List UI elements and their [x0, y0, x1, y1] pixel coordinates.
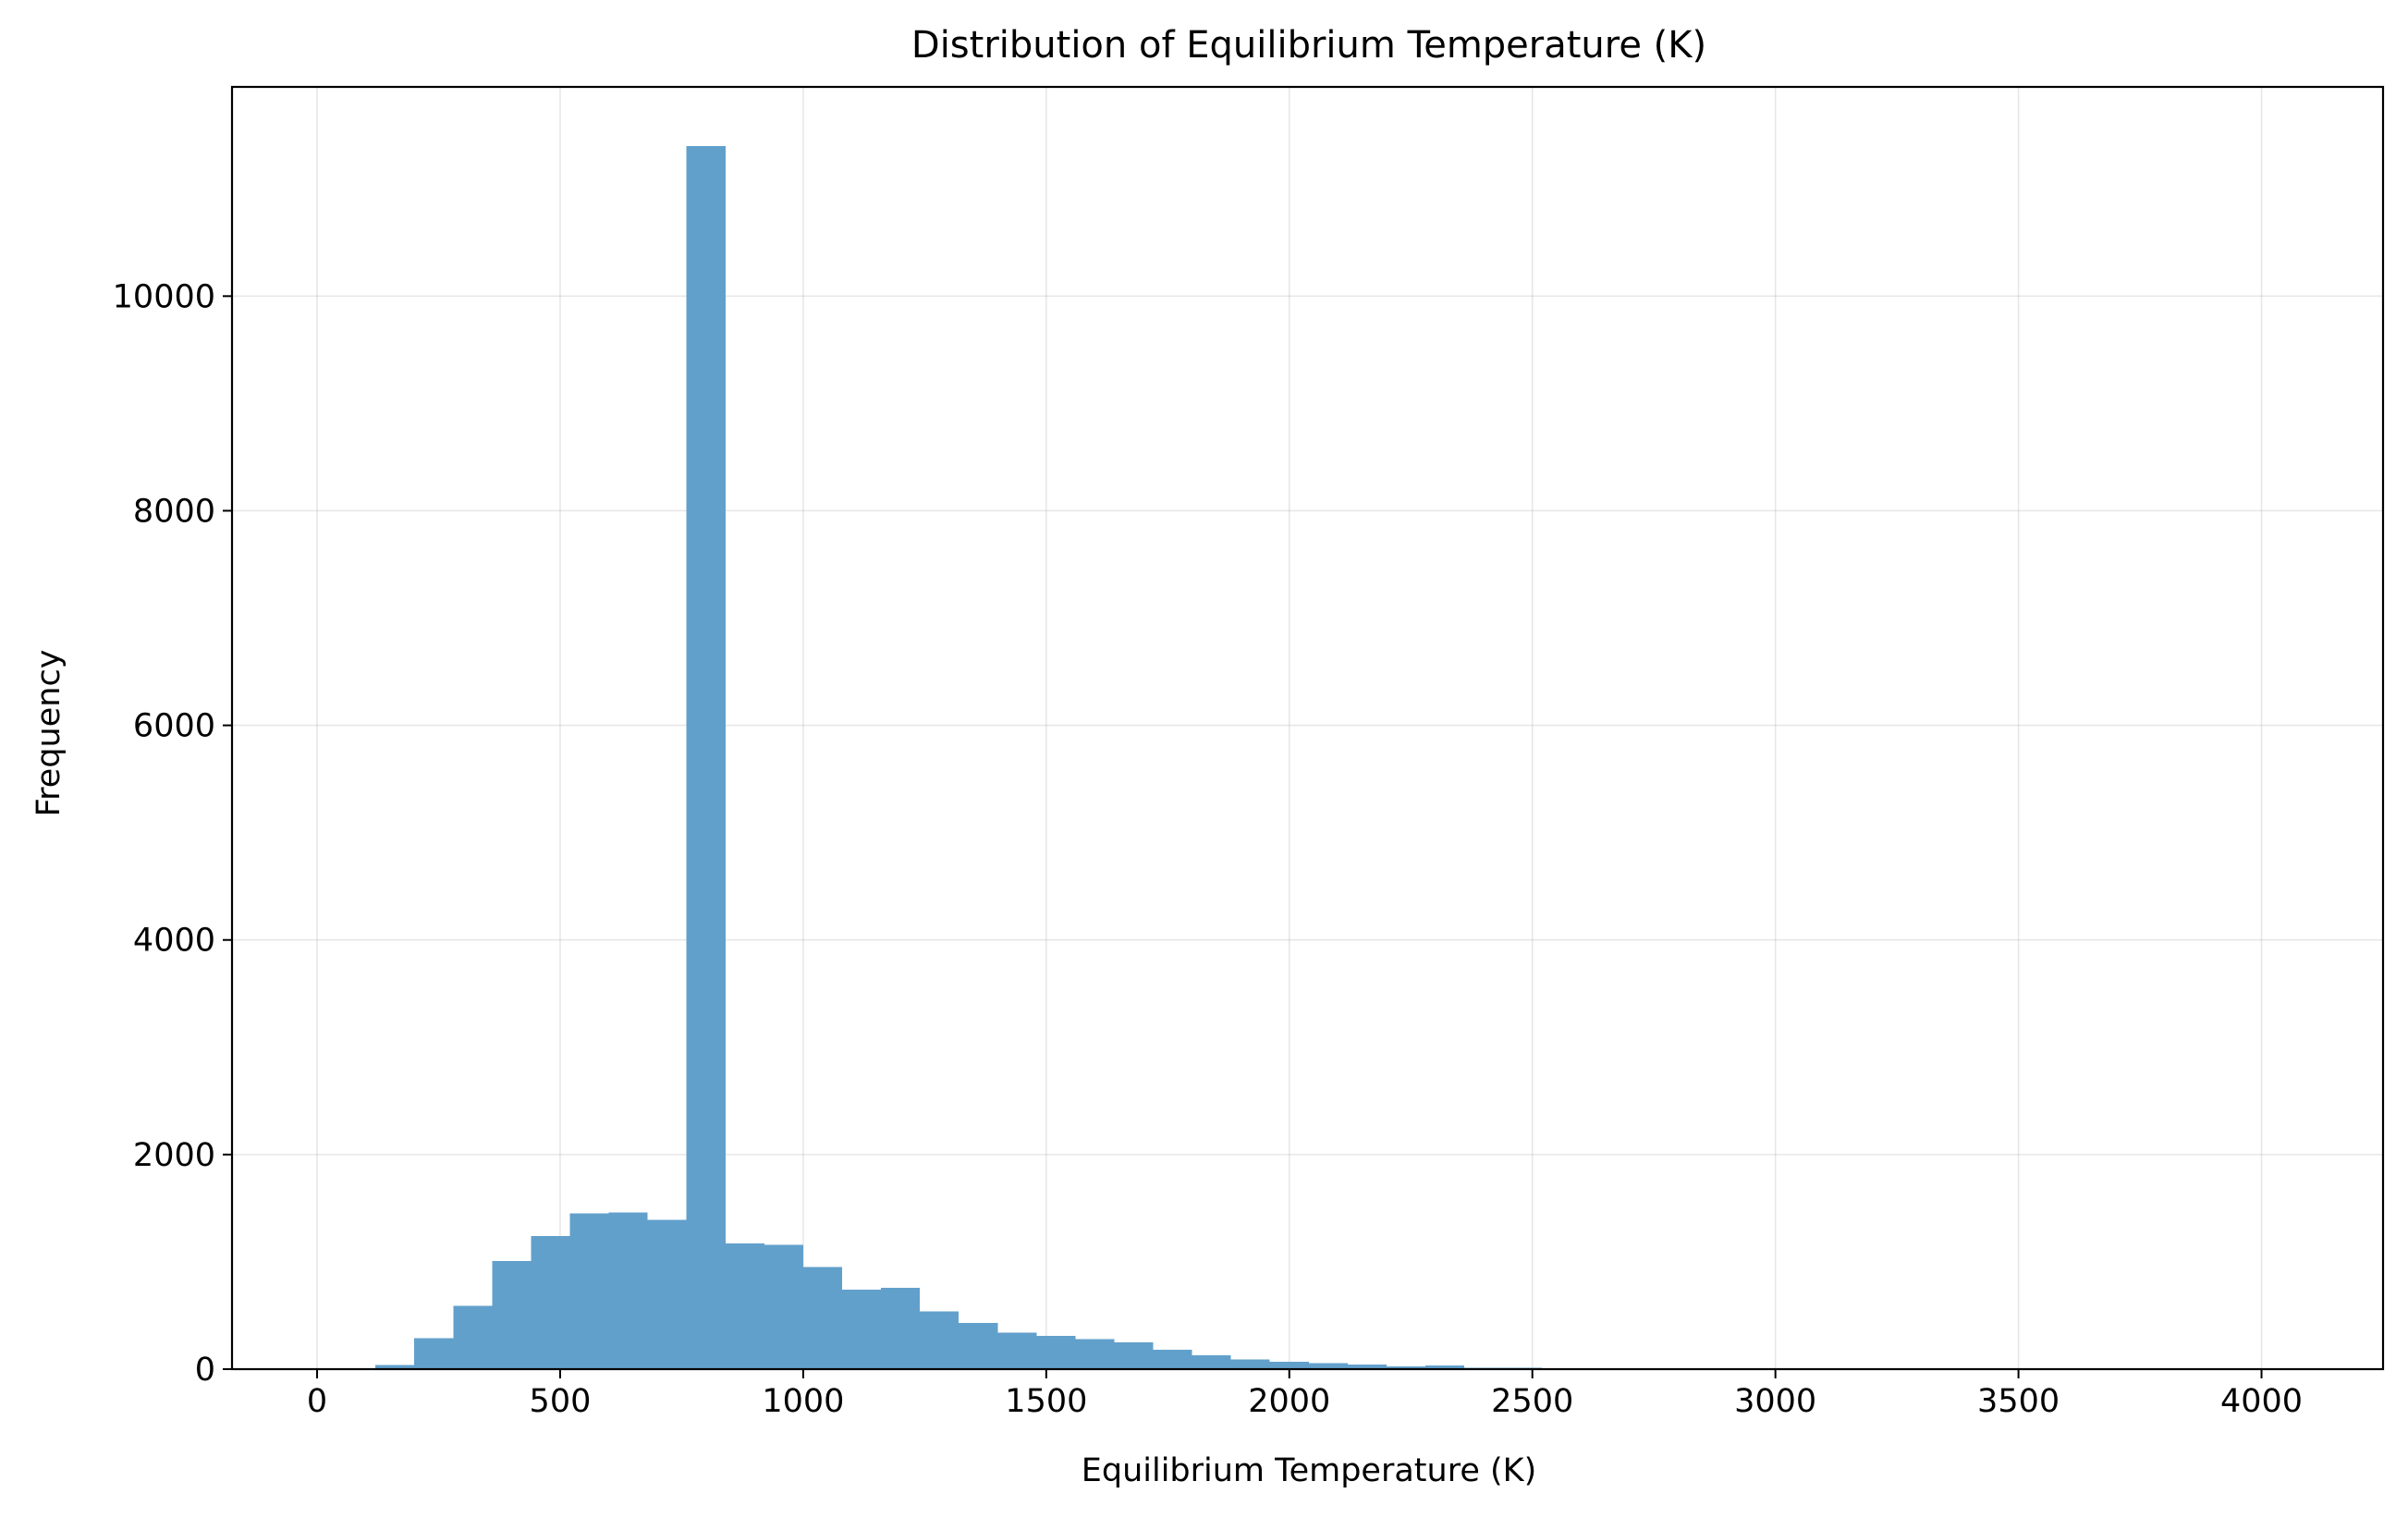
- histogram-bar: [803, 1267, 842, 1369]
- x-tick-label: 2000: [1248, 1383, 1330, 1420]
- chart-title: Distribution of Equilibrium Temperature …: [911, 24, 1706, 67]
- x-tick-label: 4000: [2220, 1383, 2303, 1420]
- y-axis-label: Frequency: [31, 650, 67, 817]
- y-tick-label: 8000: [133, 493, 215, 530]
- histogram-bar: [1114, 1342, 1153, 1369]
- histogram-bar: [414, 1338, 453, 1369]
- histogram-bar: [1036, 1336, 1075, 1369]
- histogram-bar: [842, 1290, 881, 1369]
- histogram-bar: [764, 1244, 803, 1369]
- x-tick-label: 1500: [1005, 1383, 1087, 1420]
- x-tick-label: 1000: [762, 1383, 844, 1420]
- histogram-bar: [881, 1288, 920, 1369]
- x-tick-label: 0: [307, 1383, 327, 1420]
- histogram-bar: [1231, 1360, 1270, 1369]
- histogram-bar: [920, 1311, 959, 1369]
- histogram-bar: [1154, 1350, 1192, 1369]
- histogram-bar: [609, 1213, 648, 1369]
- y-tick-label: 0: [195, 1352, 215, 1389]
- y-tick-label: 2000: [133, 1137, 215, 1174]
- y-tick-label: 6000: [133, 708, 215, 745]
- histogram-bar: [648, 1220, 687, 1369]
- y-tick-label: 4000: [133, 923, 215, 960]
- x-axis-label: Equilibrium Temperature (K): [1082, 1452, 1537, 1489]
- x-tick-label: 500: [530, 1383, 592, 1420]
- histogram-bar: [997, 1333, 1036, 1369]
- y-tick-label: 10000: [113, 278, 215, 315]
- x-tick-label: 3000: [1734, 1383, 1816, 1420]
- x-tick-label: 3500: [1977, 1383, 2060, 1420]
- histogram-bar: [1192, 1355, 1231, 1369]
- histogram-bar: [569, 1214, 608, 1369]
- x-tick-label: 2500: [1491, 1383, 1573, 1420]
- histogram-bar: [492, 1261, 531, 1369]
- histogram-bar: [687, 146, 726, 1369]
- histogram-bar: [1075, 1340, 1114, 1369]
- histogram-bar: [453, 1306, 492, 1369]
- histogram-bar: [1270, 1362, 1309, 1369]
- histogram-bar: [726, 1243, 764, 1369]
- histogram-bar: [531, 1236, 569, 1369]
- histogram-bar: [959, 1323, 997, 1369]
